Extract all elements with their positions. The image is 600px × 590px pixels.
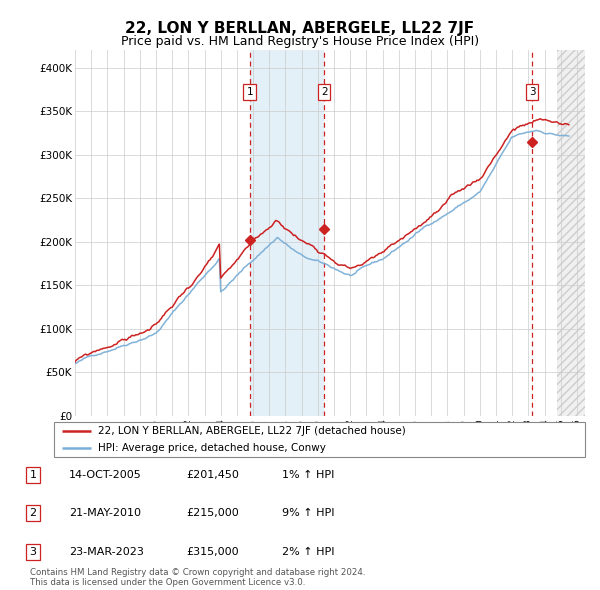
Text: 3: 3 <box>29 547 37 556</box>
Text: 23-MAR-2023: 23-MAR-2023 <box>69 547 144 556</box>
Text: Contains HM Land Registry data © Crown copyright and database right 2024.: Contains HM Land Registry data © Crown c… <box>30 568 365 577</box>
Text: £201,450: £201,450 <box>186 470 239 480</box>
Text: £315,000: £315,000 <box>186 547 239 556</box>
Text: 2% ↑ HPI: 2% ↑ HPI <box>282 547 335 556</box>
Text: Price paid vs. HM Land Registry's House Price Index (HPI): Price paid vs. HM Land Registry's House … <box>121 35 479 48</box>
Text: 2: 2 <box>29 509 37 518</box>
FancyBboxPatch shape <box>54 422 585 457</box>
Text: 1% ↑ HPI: 1% ↑ HPI <box>282 470 334 480</box>
Text: 14-OCT-2005: 14-OCT-2005 <box>69 470 142 480</box>
Text: £215,000: £215,000 <box>186 509 239 518</box>
Bar <box>250 50 324 416</box>
Text: 3: 3 <box>529 87 535 97</box>
Text: 22, LON Y BERLLAN, ABERGELE, LL22 7JF (detached house): 22, LON Y BERLLAN, ABERGELE, LL22 7JF (d… <box>98 426 405 436</box>
Text: 2: 2 <box>321 87 328 97</box>
Text: HPI: Average price, detached house, Conwy: HPI: Average price, detached house, Conw… <box>98 443 325 453</box>
Text: This data is licensed under the Open Government Licence v3.0.: This data is licensed under the Open Gov… <box>30 578 305 588</box>
Bar <box>557 50 585 416</box>
Text: 1: 1 <box>247 87 253 97</box>
Text: 22, LON Y BERLLAN, ABERGELE, LL22 7JF: 22, LON Y BERLLAN, ABERGELE, LL22 7JF <box>125 21 475 35</box>
Text: 9% ↑ HPI: 9% ↑ HPI <box>282 509 335 518</box>
Text: 21-MAY-2010: 21-MAY-2010 <box>69 509 141 518</box>
Text: 1: 1 <box>29 470 37 480</box>
